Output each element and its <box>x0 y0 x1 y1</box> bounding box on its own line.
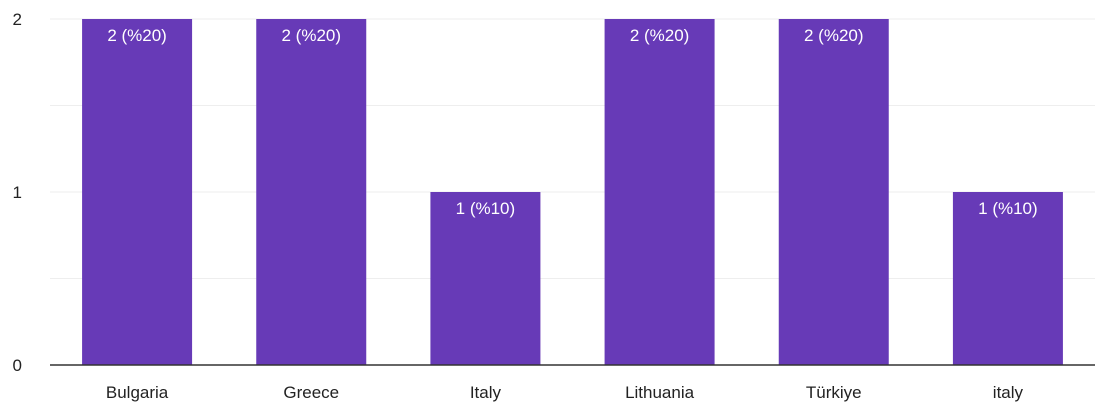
bar-data-label: 2 (%20) <box>804 26 864 45</box>
y-tick-label: 0 <box>13 356 22 375</box>
gridlines <box>50 18 1095 279</box>
x-tick-label: Lithuania <box>625 383 695 402</box>
bar-data-label: 1 (%10) <box>456 199 516 218</box>
bar-data-label: 1 (%10) <box>978 199 1038 218</box>
bar <box>82 19 193 365</box>
x-tick-label: Italy <box>470 383 502 402</box>
x-tick-label: Bulgaria <box>106 383 169 402</box>
bars <box>82 19 1063 365</box>
y-tick-label: 1 <box>13 183 22 202</box>
x-tick-label: italy <box>993 383 1024 402</box>
x-tick-label: Türkiye <box>806 383 862 402</box>
bar <box>952 192 1063 365</box>
bar-data-label: 2 (%20) <box>107 26 167 45</box>
bar <box>430 192 541 365</box>
bar <box>604 19 715 365</box>
x-tick-label: Greece <box>283 383 339 402</box>
bar <box>256 19 367 365</box>
y-tick-label: 2 <box>13 10 22 29</box>
data-labels: 2 (%20) 2 (%20) 1 (%10) 2 (%20) 2 (%20) 1 (%1… <box>107 26 1037 218</box>
bar <box>778 19 889 365</box>
bar-data-label: 2 (%20) <box>630 26 690 45</box>
bar-data-label: 2 (%20) <box>281 26 341 45</box>
axes: 0 1 2 Bulgaria Greece Italy Lithuania Türkiye it… <box>13 10 1095 402</box>
